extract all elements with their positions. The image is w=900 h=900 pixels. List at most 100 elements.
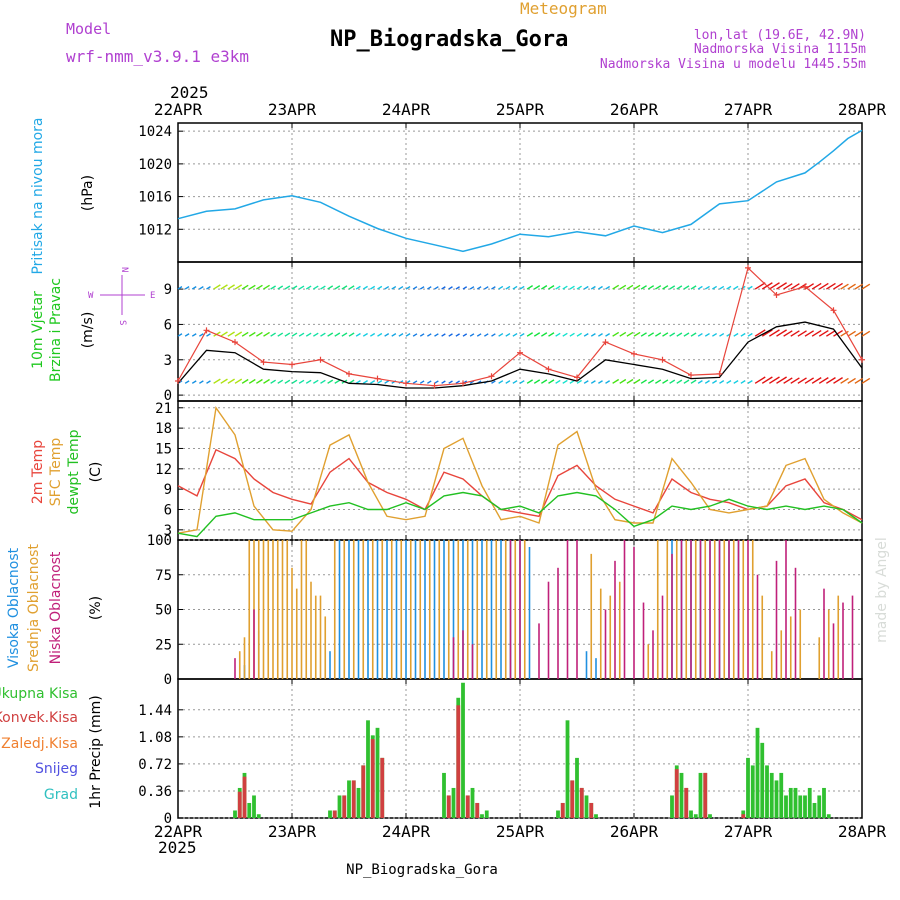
pressure-ylabel: Pritisak na nivou mora (30, 117, 46, 274)
wind-gust-marker (317, 356, 324, 363)
wind-gust-marker (859, 356, 865, 363)
precip-total-bar (480, 814, 484, 818)
temperature-ytick-label: 6 (164, 502, 172, 518)
wind-barb (362, 380, 368, 384)
wind-barb (263, 378, 270, 384)
precip-total-bar (484, 810, 489, 818)
wind-barb (569, 332, 575, 337)
dewpt-line (177, 491, 863, 538)
wind-barb (305, 332, 312, 337)
wind-barb (647, 379, 655, 384)
x-label-top: 28APR (838, 100, 887, 119)
wind-barb (498, 332, 504, 337)
elevation-text: Nadmorska Visina 1115m (694, 42, 866, 57)
x-label-bottom: 23APR (268, 822, 317, 841)
precip-total-bar (375, 727, 380, 818)
wind-barb (555, 379, 561, 384)
wind-barb (448, 380, 453, 384)
wind-barb (519, 380, 525, 384)
wind-barb (412, 380, 418, 384)
precip-conv-bar (370, 739, 375, 818)
wind-barb (797, 330, 807, 337)
precip-conv-bar (361, 765, 366, 818)
wind-barb (355, 332, 361, 337)
wind-gust-marker (574, 374, 580, 381)
precip-conv-bar (589, 802, 594, 818)
wind-barb (298, 285, 305, 290)
precip-total-bar (812, 802, 817, 818)
precip-conv-bar (242, 776, 247, 818)
x-label-bottom: 26APR (610, 822, 659, 841)
wind-barb (833, 377, 843, 384)
wind-barb (184, 333, 190, 337)
wind-ytick-label: 0 (164, 388, 172, 404)
wind-barb (398, 333, 404, 337)
precip-total-bar (774, 780, 779, 818)
wind-barb (476, 333, 482, 337)
temperature-ytick-label: 12 (155, 462, 172, 478)
wind-barb (427, 286, 432, 290)
wind-barb (305, 285, 312, 290)
wind-legend-s: S (117, 320, 127, 325)
wind-barb (469, 333, 475, 337)
wind-barb (526, 332, 534, 337)
x-label-top: 22APR (154, 100, 203, 119)
wind-barb (633, 284, 641, 290)
wind-barb (234, 331, 243, 337)
wind-barb (327, 285, 334, 290)
wind-barb (605, 285, 611, 290)
wind-barb (776, 282, 787, 290)
x-label-bottom: 28APR (838, 822, 887, 841)
wind-barb (569, 285, 575, 290)
wind-barb (370, 380, 376, 384)
wind-barb (305, 379, 312, 384)
wind-barb (683, 332, 690, 337)
wind-barb (555, 332, 561, 337)
wind-barb (826, 377, 836, 384)
wind-barb (662, 285, 669, 290)
precip-total-bar (366, 720, 370, 818)
wind-barb (776, 329, 787, 337)
wind-ylabel-line2: Brzina i Pravac (48, 278, 64, 382)
precip-conv-bar (446, 795, 451, 818)
precip-ytick-label: 1.08 (138, 730, 172, 746)
wind-barb (683, 379, 690, 384)
precip-total-bar (817, 795, 822, 818)
wind-barb (826, 282, 836, 290)
legend-ukupna-kisa: Ukupna Kisa (0, 686, 78, 702)
wind-barb (206, 333, 211, 337)
wind-barb (626, 378, 634, 384)
x-label-top: 24APR (382, 100, 431, 119)
precip-total-bar (347, 780, 351, 818)
wind-barb (419, 333, 425, 337)
wind-barb (719, 380, 725, 384)
wind-barb (320, 332, 326, 337)
wind-gust-marker (745, 264, 751, 271)
precip-conv-bar (741, 814, 746, 818)
wind-barb (191, 333, 197, 337)
wind-gust-marker (602, 339, 609, 346)
wind-barb (562, 285, 568, 290)
precip-total-bar (793, 787, 798, 818)
credit-watermark: made by Angel (874, 537, 890, 643)
wind-barb (448, 333, 453, 337)
wind-barb (355, 380, 361, 384)
wind-barb (370, 332, 376, 337)
wind-barb (291, 332, 298, 337)
chart-subtitle: Meteogram (520, 0, 607, 18)
panel-temperature: 3 6 9 12 15 18 21 (155, 400, 863, 541)
wind-barb (334, 285, 341, 290)
wind-barb (277, 285, 284, 290)
precip-ytick-label: 0 (164, 811, 172, 827)
wind-gust-marker (517, 349, 523, 356)
wind-barb (740, 380, 746, 384)
wind-barb (640, 285, 647, 290)
wind-barb (676, 379, 683, 384)
wind-barb (498, 285, 504, 290)
wind-barb (391, 333, 397, 337)
wind-barb (476, 286, 482, 290)
wind-barb (377, 380, 383, 384)
wind-barb (199, 333, 204, 337)
precip-total-bar (679, 772, 684, 818)
